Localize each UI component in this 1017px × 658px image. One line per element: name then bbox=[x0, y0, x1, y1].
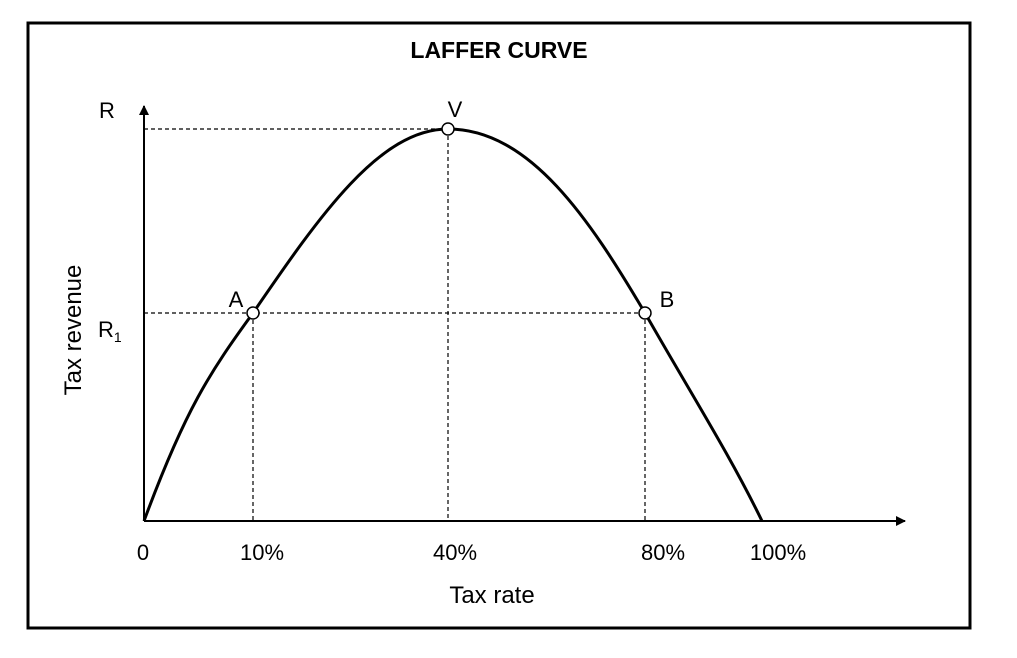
point-v-label: V bbox=[448, 97, 463, 122]
x-axis-title: Tax rate bbox=[449, 582, 534, 609]
point-a-marker bbox=[246, 306, 260, 320]
x-tick-label-80: 80% bbox=[641, 540, 685, 565]
point-v-marker bbox=[441, 122, 455, 136]
y-axis-top-label: R bbox=[99, 98, 115, 123]
x-tick-label-100: 100% bbox=[750, 540, 806, 565]
diagram-frame bbox=[26, 21, 972, 630]
y-axis-title: Tax revenue bbox=[60, 265, 87, 396]
x-axis-origin-label: 0 bbox=[137, 540, 149, 565]
point-b-label: B bbox=[660, 287, 675, 312]
diagram-title: LAFFER CURVE bbox=[410, 37, 587, 63]
point-b-marker bbox=[638, 306, 652, 320]
laffer-curve bbox=[142, 127, 764, 522]
x-tick-label-40: 40% bbox=[433, 540, 477, 565]
x-tick-label-10: 10% bbox=[240, 540, 284, 565]
r1-subscript: 1 bbox=[114, 329, 122, 345]
y-axis-r1-label: R1 bbox=[98, 317, 122, 345]
point-a-label: A bbox=[229, 287, 244, 312]
